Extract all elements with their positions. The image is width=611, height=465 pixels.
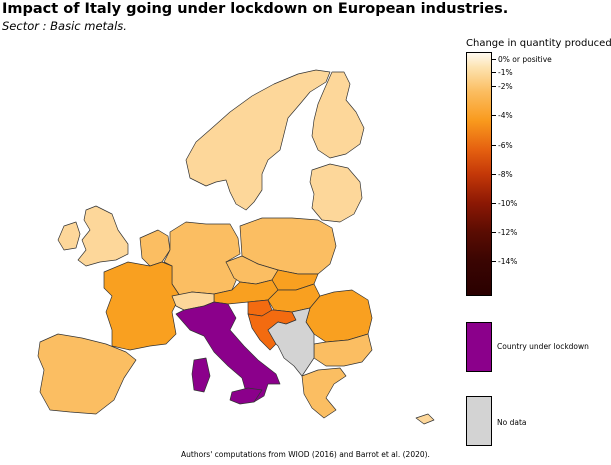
lockdown-swatch: [466, 322, 492, 372]
colorbar-tick: [492, 115, 496, 116]
region-greece: Greece: [301, 367, 347, 419]
colorbar-tick: [492, 232, 496, 233]
colorbar-tick: [492, 72, 496, 73]
region-scandinavia: Scandinavia: [185, 69, 331, 211]
colorbar-tick-label: -4%: [498, 111, 513, 120]
source-note: Authors' computations from WIOD (2016) a…: [181, 450, 430, 459]
nodata-swatch: [466, 396, 492, 446]
colorbar-tick-label: -2%: [498, 82, 513, 91]
europe-map: ScandinaviaFinlandBaltic states United Ki…: [37, 69, 435, 425]
lockdown-label: Country under lockdown: [497, 342, 589, 351]
colorbar-tick-label: -6%: [498, 141, 513, 150]
colorbar-tick: [492, 174, 496, 175]
region-germany: Germany: [163, 221, 241, 297]
region-bulgaria: Bulgaria: [313, 333, 373, 367]
region-finland: Finland: [311, 71, 365, 159]
colorbar-tick: [492, 59, 496, 60]
colorbar-tick-label: -8%: [498, 170, 513, 179]
colorbar-tick-label: -12%: [498, 228, 518, 237]
region-iberia: Spain and Portugal: [37, 333, 137, 415]
map-title: Impact of Italy going under lockdown on …: [2, 1, 509, 17]
region-sicily: Sicily: [229, 387, 263, 405]
colorbar-tick: [492, 261, 496, 262]
map-subtitle: Sector : Basic metals.: [2, 19, 127, 33]
colorbar-tick-label: -1%: [498, 68, 513, 77]
colorbar-tick-label: -10%: [498, 199, 518, 208]
region-ireland: Ireland: [57, 221, 81, 251]
colorbar-tick: [492, 86, 496, 87]
colorbar-tick-label: 0% or positive: [498, 55, 552, 64]
colorbar-tick: [492, 203, 496, 204]
region-france: France: [103, 261, 181, 351]
colorbar-tick: [492, 145, 496, 146]
region-western-balkans: Western Balkans: [267, 307, 315, 377]
region-cyprus: Cyprus: [415, 413, 435, 425]
region-baltics: Baltic states: [309, 163, 363, 223]
legend-title: Change in quantity produced: [466, 38, 611, 49]
nodata-label: No data: [497, 418, 527, 427]
colorbar: [466, 52, 492, 296]
colorbar-tick-label: -14%: [498, 257, 518, 266]
region-italy: Italy: [175, 301, 281, 403]
region-benelux: Benelux: [139, 229, 171, 267]
region-sardinia: Sardinia: [191, 357, 211, 393]
region-uk: United Kingdom: [77, 205, 129, 267]
